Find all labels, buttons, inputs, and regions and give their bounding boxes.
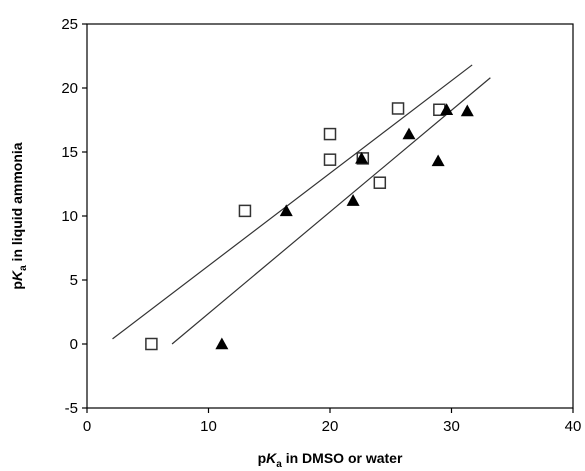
y-tick-label: 15 xyxy=(61,144,78,161)
plot-area xyxy=(86,23,574,409)
y-tick-label: 25 xyxy=(61,16,78,33)
x-axis-title-subscript: a xyxy=(276,459,282,470)
x-axis-ticks: 0 10 20 30 40 xyxy=(83,408,582,435)
data-point-triangle xyxy=(460,104,474,117)
x-axis-title-k: K xyxy=(266,450,277,466)
x-tick-label: 10 xyxy=(200,418,217,435)
data-point-square xyxy=(391,102,405,115)
y-tick-label: 5 xyxy=(70,272,78,289)
plot-frame xyxy=(86,23,574,409)
y-axis-title: pKa in liquid ammonia xyxy=(9,142,29,289)
x-axis-title: pKa in DMSO or water xyxy=(258,450,403,470)
y-tick-label: 20 xyxy=(61,80,78,97)
trend-line xyxy=(112,64,473,340)
data-point-square xyxy=(145,337,158,351)
x-tick-label: 0 xyxy=(83,418,91,435)
data-point-square xyxy=(323,153,337,166)
data-point-square xyxy=(373,176,387,189)
data-point-square xyxy=(323,127,337,141)
y-axis-title-subscript: a xyxy=(18,265,29,271)
data-point-triangle xyxy=(215,337,229,350)
y-tick-label: 0 xyxy=(70,336,78,353)
data-point-triangle xyxy=(431,154,445,167)
data-point-triangle xyxy=(279,204,293,217)
y-tick-label: -5 xyxy=(65,400,78,417)
x-tick-label: 30 xyxy=(443,418,460,435)
data-point-triangle xyxy=(355,151,369,164)
x-tick-label: 20 xyxy=(322,418,339,435)
data-point-triangle xyxy=(440,103,454,115)
data-points xyxy=(145,102,474,351)
x-axis-title-p: p xyxy=(258,450,267,466)
x-tick-label: 40 xyxy=(565,418,582,435)
trend-line xyxy=(171,77,491,345)
trend-lines xyxy=(112,64,491,345)
y-axis-ticks: -5 0 5 10 15 20 25 xyxy=(61,16,87,417)
x-axis-title-rest: in DMSO or water xyxy=(282,450,403,466)
data-point-triangle xyxy=(346,194,360,206)
data-point-square xyxy=(238,204,252,218)
y-axis-title-rest: in liquid ammonia xyxy=(9,142,25,265)
y-axis-title-p: p xyxy=(9,281,25,290)
data-point-triangle xyxy=(402,127,416,140)
y-axis-title-k: K xyxy=(9,270,25,281)
y-tick-label: 10 xyxy=(61,208,78,225)
